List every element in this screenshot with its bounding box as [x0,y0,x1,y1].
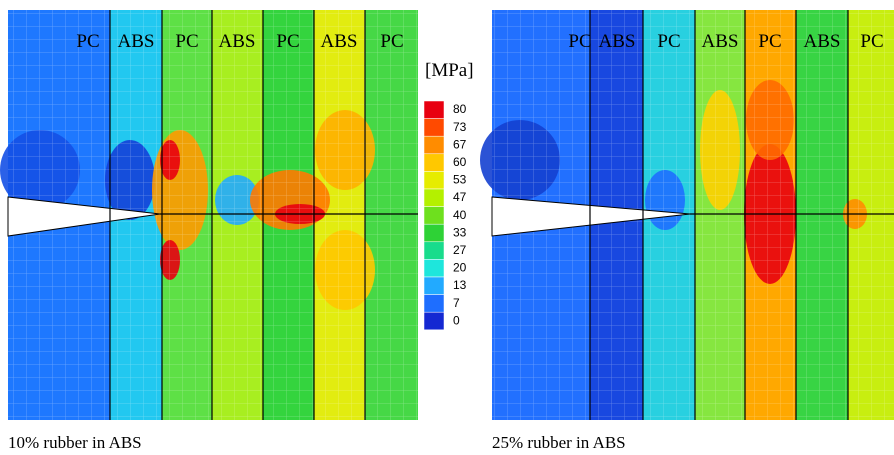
layer-label: PC [657,31,680,52]
caption: 10% rubber in ABS [8,433,142,452]
layer-label: PC [276,31,299,52]
layer-label: ABS [702,31,739,52]
colorbar-label: 13 [453,278,467,292]
colorbar-label: 20 [453,261,467,275]
colorbar-label: 47 [453,190,467,204]
layer-label: ABS [219,31,256,52]
colorbar-swatch [423,259,445,278]
colorbar-unit: [MPa] [425,60,474,81]
colorbar-swatch [423,188,445,207]
layer-label: PC [76,31,99,52]
crack [7,196,161,237]
colorbar-label: 67 [453,137,467,151]
colorbar-swatch [423,276,445,295]
colorbar-label: 40 [453,208,467,222]
layer-label: PC [860,31,883,52]
colorbar-swatch [423,241,445,260]
layer-label: PC [758,31,781,52]
colorbar-swatch [423,135,445,155]
colorbar-label: 73 [453,120,467,134]
colorbar-label: 53 [453,173,467,187]
caption: 25% rubber in ABS [492,433,626,452]
colorbar-swatch [423,311,445,331]
crack [491,196,691,237]
layer-label: ABS [804,31,841,52]
layer-label: PC [568,31,591,52]
colorbar-swatch [423,153,445,172]
colorbar-swatch [423,118,445,137]
colorbar-swatch [423,171,445,190]
colorbar-label: 60 [453,155,467,169]
layer-label: PC [175,31,198,52]
colorbar-swatch [423,206,445,225]
colorbar-swatch [423,223,445,243]
layer-label: ABS [599,31,636,52]
colorbar-label: 0 [453,313,460,327]
layer-label: ABS [118,31,155,52]
colorbar-swatch [423,100,445,119]
colorbar-swatch [423,294,445,313]
layer-label: PC [380,31,403,52]
layer-label: ABS [321,31,358,52]
colorbar-label: 7 [453,296,460,310]
colorbar-label: 80 [453,102,467,116]
colorbar-label: 27 [453,243,467,257]
colorbar-label: 33 [453,225,467,239]
